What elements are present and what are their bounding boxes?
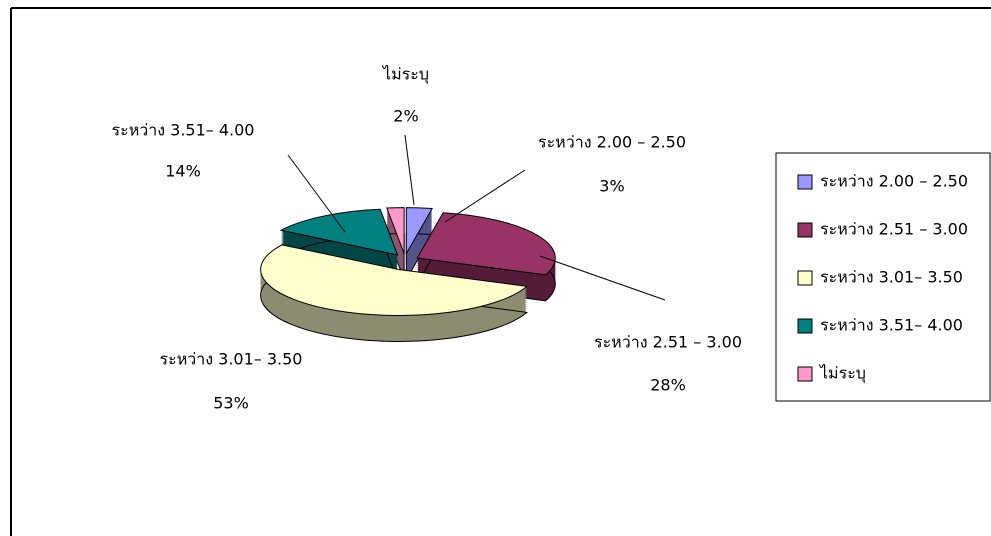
data-label-name: ระหว่าง 3.51– 4.00 [112, 121, 255, 140]
pie-slice [405, 207, 434, 282]
leader-line [287, 154, 346, 233]
pie-slice [386, 207, 405, 280]
legend-swatch [797, 174, 813, 190]
pie-slice [260, 244, 529, 342]
data-label-name: ระหว่าง 2.51 – 3.00 [594, 333, 742, 352]
legend-label: ระหว่าง 2.51 – 3.00 [820, 220, 968, 239]
pie-slice [279, 208, 399, 282]
data-label: 28% [650, 376, 686, 395]
pie-slice-top [416, 212, 556, 276]
data-label-name: ไม่ระบุ [381, 65, 429, 85]
data-label: 14% [165, 162, 201, 181]
legend-swatch [797, 222, 813, 238]
pie-slice-top [260, 244, 529, 316]
leader-line [404, 134, 415, 206]
legend-label: ระหว่าง 3.51– 4.00 [820, 316, 963, 335]
legend-label: ระหว่าง 3.01– 3.50 [820, 268, 963, 287]
pie-slice-top [386, 207, 405, 254]
data-label: 53% [213, 394, 249, 413]
legend-swatch [797, 318, 813, 334]
data-label: 3% [599, 177, 624, 196]
legend-swatch [797, 270, 813, 286]
data-label-name: ระหว่าง 3.01– 3.50 [160, 350, 303, 369]
pie-slice-top [405, 207, 434, 256]
legend-label: ระหว่าง 2.00 – 2.50 [820, 172, 968, 191]
legend-label: ไม่ระบุ [818, 364, 866, 384]
leader-line [539, 255, 666, 301]
data-label-name: ระหว่าง 2.00 – 2.50 [538, 133, 686, 152]
pie-slice-side-edge [260, 270, 529, 342]
data-label: 2% [393, 107, 418, 126]
legend-swatch [797, 366, 813, 382]
pie-slice-top [279, 208, 399, 256]
leader-line [444, 169, 526, 223]
